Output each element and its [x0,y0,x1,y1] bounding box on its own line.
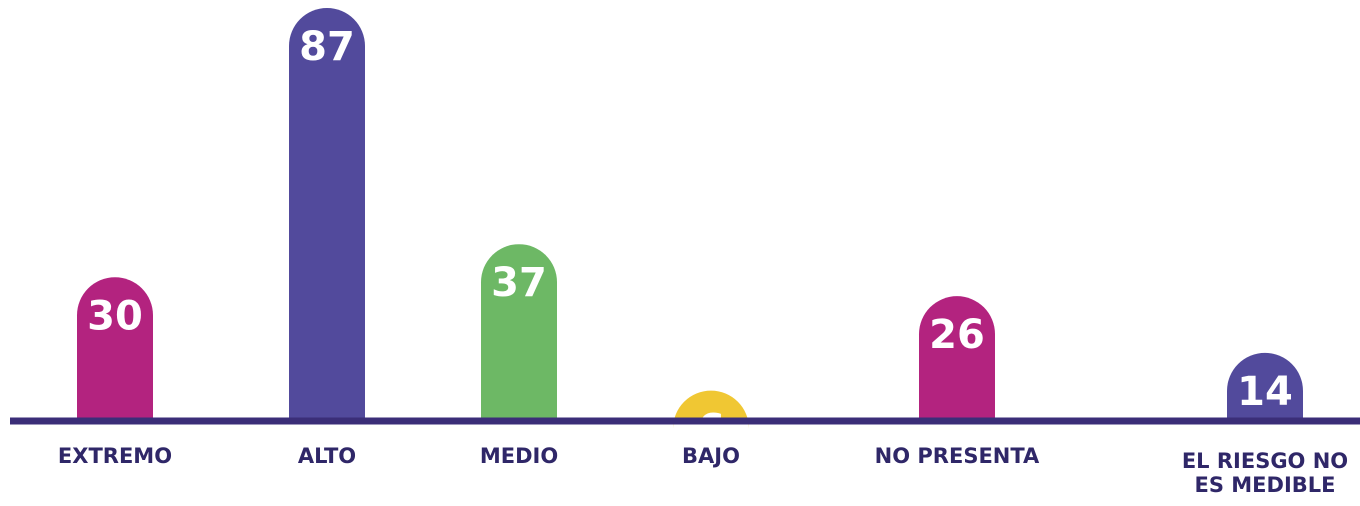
bars-layer: 30 87 37 6 26 14 [77,8,1303,453]
bar-value-label-3: 6 [697,407,725,453]
category-label-5-line-0: EL RIESGO NO [1182,449,1348,473]
bar-3 [673,390,749,429]
bar-value-label-5: 14 [1237,369,1293,415]
category-label-4: NO PRESENTA [875,444,1040,468]
category-label-0: EXTREMO [58,444,172,468]
category-label-2: MEDIO [480,444,558,468]
bar-2 [481,244,557,419]
category-label-3: BAJO [682,444,740,468]
category-labels-layer: EXTREMO ALTO MEDIO BAJO NO PRESENTA EL RIESGO… [58,444,1348,497]
bar-value-label-0: 30 [87,293,143,339]
bar-4 [919,296,995,419]
bar-value-label-1: 87 [299,24,355,70]
category-label-1: ALTO [298,444,356,468]
bar-value-label-2: 37 [491,260,547,306]
category-label-5-line-1: ES MEDIBLE [1194,473,1335,497]
bar-0 [77,277,153,419]
bar-5 [1227,352,1303,419]
bar-value-label-4: 26 [929,312,985,358]
bar-1 [289,8,365,419]
